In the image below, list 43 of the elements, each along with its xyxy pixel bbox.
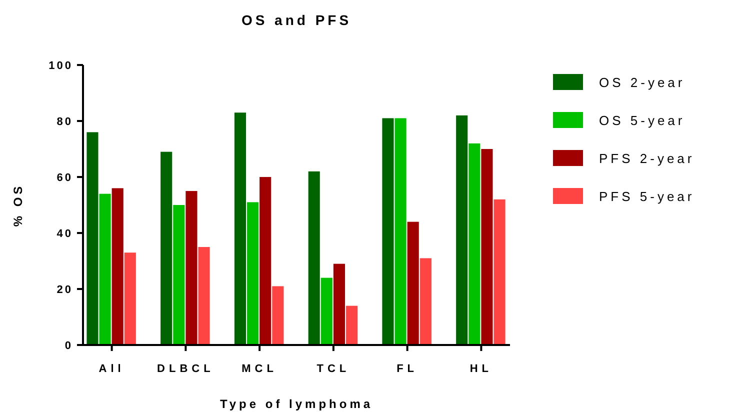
x-tick-label: MCL — [242, 363, 278, 375]
bar — [468, 143, 480, 345]
y-tick-label: 60 — [56, 172, 73, 184]
bar — [173, 205, 185, 345]
bar — [456, 115, 468, 345]
bar — [308, 171, 320, 345]
x-tick-label: HL — [470, 363, 493, 375]
bar — [481, 149, 493, 345]
x-axis-title: Type of lymphoma — [220, 397, 374, 411]
y-axis-title: % OS — [11, 183, 25, 227]
y-tick-label: 20 — [56, 284, 73, 296]
bar — [394, 118, 406, 345]
x-tick-label: TCL — [316, 363, 350, 375]
legend-label: PFS 2-year — [599, 151, 695, 166]
legend-label: OS 5-year — [599, 113, 686, 128]
bar — [260, 177, 272, 345]
bar — [407, 222, 419, 345]
y-tick-label: 40 — [56, 228, 73, 240]
bar — [346, 306, 358, 345]
chart-title: OS and PFS — [241, 12, 352, 28]
bar — [333, 264, 345, 345]
bar — [494, 199, 506, 345]
bar — [420, 258, 432, 345]
bar — [124, 252, 136, 345]
bar — [198, 247, 210, 345]
x-tick-label: FL — [396, 363, 418, 375]
bar — [99, 194, 111, 345]
bar — [112, 188, 124, 345]
bar — [186, 191, 198, 345]
bar — [320, 278, 332, 345]
legend-label: PFS 5-year — [599, 189, 695, 204]
bar — [272, 286, 284, 345]
y-tick-label: 100 — [48, 60, 73, 72]
x-tick-label: All — [98, 363, 125, 375]
bar — [247, 202, 259, 345]
x-tick-label: DLBCL — [157, 363, 214, 375]
y-tick-label: 0 — [64, 340, 73, 352]
bar — [86, 132, 98, 345]
bar — [382, 118, 394, 345]
legend-label: OS 2-year — [599, 75, 686, 90]
y-tick-label: 80 — [56, 116, 73, 128]
bar — [160, 152, 172, 345]
bar — [234, 112, 246, 345]
